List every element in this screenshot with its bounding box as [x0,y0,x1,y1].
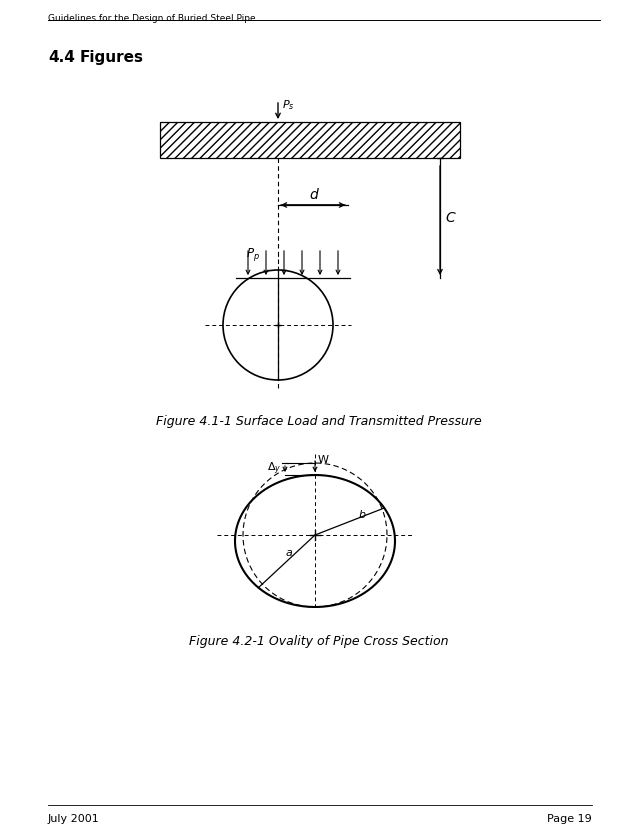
Text: b: b [359,510,366,520]
Text: Figures: Figures [80,50,144,65]
Text: d: d [309,188,318,202]
Text: $P_s$: $P_s$ [282,98,295,112]
Bar [160,122,460,158]
Text: Figure 4.2-1 Ovality of Pipe Cross Section: Figure 4.2-1 Ovality of Pipe Cross Secti… [189,635,449,648]
Text: $P_p$: $P_p$ [246,246,260,263]
Text: $\Delta_y$: $\Delta_y$ [267,461,281,477]
Text: Figure 4.1-1 Surface Load and Transmitted Pressure: Figure 4.1-1 Surface Load and Transmitte… [156,415,482,428]
Text: a: a [285,548,292,558]
Text: July 2001: July 2001 [48,814,100,824]
Text: C: C [445,211,455,225]
Text: Page 19: Page 19 [547,814,592,824]
Text: 4.4: 4.4 [48,50,75,65]
Text: W: W [318,455,329,465]
Text: Guidelines for the Design of Buried Steel Pipe: Guidelines for the Design of Buried Stee… [48,14,256,23]
